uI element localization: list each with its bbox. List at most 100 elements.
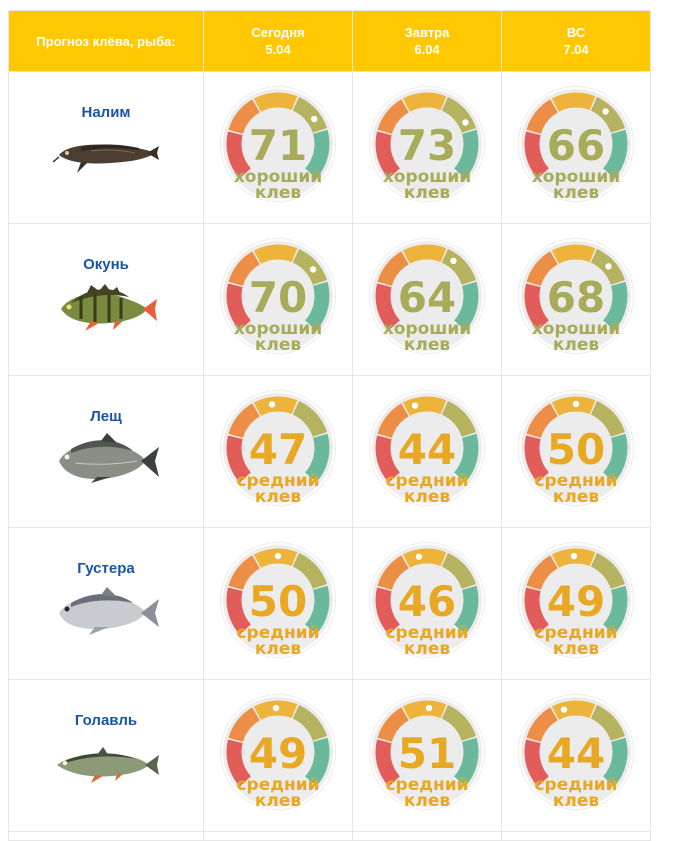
gauge-segment <box>551 700 596 720</box>
fish-name-link[interactable]: Налим <box>81 104 131 121</box>
fish-cell: Голавль <box>8 679 204 832</box>
fish-name-link[interactable]: Густера <box>77 560 135 577</box>
gauge-segment <box>602 281 628 331</box>
gauge-segment <box>375 435 401 483</box>
gauge-segment <box>226 739 252 787</box>
gauge-rim <box>221 391 335 505</box>
fish-name-link[interactable]: Лещ <box>90 408 122 425</box>
gauge-segment <box>377 555 410 591</box>
gauge-rim <box>370 543 484 657</box>
bite-gauge: 49 средний клев <box>220 694 336 811</box>
bite-score: 44 <box>398 425 456 474</box>
bite-word-label: клев <box>553 183 600 203</box>
gauge-segment <box>402 92 447 112</box>
bite-word-label: клев <box>255 639 302 659</box>
bite-score: 47 <box>249 425 307 474</box>
bite-gauge: 44 средний клев <box>518 694 634 811</box>
bite-score: 50 <box>547 425 605 474</box>
gauge-segment <box>226 587 252 635</box>
forecast-cell: 50 средний клев <box>203 527 353 680</box>
gauge-segment <box>526 707 559 743</box>
fish-name-link[interactable]: Окунь <box>83 256 129 273</box>
bite-gauge: 44 средний клев <box>369 390 485 507</box>
gauge-segment <box>441 552 476 590</box>
bite-quality-label: средний <box>385 623 468 643</box>
gauge-indicator-dot <box>602 108 609 115</box>
forecast-cell: 64 хороший клев <box>352 223 502 376</box>
bite-score: 71 <box>249 121 307 170</box>
forecast-cell: 73 хороший клев <box>352 71 502 224</box>
bite-word-label: клев <box>255 487 302 507</box>
header-fish-label: Прогноз клёва, рыба: <box>36 33 176 49</box>
gauge-segment <box>292 248 327 286</box>
gauge-indicator-dot <box>462 119 469 126</box>
day-name: Сегодня <box>251 25 305 40</box>
bite-score: 70 <box>249 273 307 322</box>
fish-name-link[interactable]: Голавль <box>74 712 138 729</box>
gauge-segment <box>602 129 628 179</box>
bream-icon <box>59 433 159 483</box>
gauge-indicator-dot <box>268 401 276 408</box>
gauge-segment <box>590 96 625 134</box>
forecast-cell: 46 средний клев <box>352 527 502 680</box>
fish-row: Густера 50 средний клев 46 средний клев … <box>8 527 651 680</box>
bite-word-label: клев <box>404 487 451 507</box>
gauge-segment <box>375 131 401 179</box>
gauge-rim <box>221 543 335 657</box>
gauge-segment <box>253 244 298 264</box>
gauge-segment <box>602 433 628 483</box>
bite-word-label: клев <box>553 487 600 507</box>
chub-icon <box>57 747 159 783</box>
gauge-indicator-dot <box>274 552 282 560</box>
day-date: 7.04 <box>563 42 589 57</box>
gauge-segment <box>292 96 327 134</box>
table-bottom-spacer <box>8 831 651 841</box>
gauge-rim <box>221 87 335 201</box>
gauge-segment <box>304 433 330 483</box>
gauge-rim <box>221 239 335 353</box>
bite-quality-label: хороший <box>234 167 322 187</box>
bite-gauge: 66 хороший клев <box>518 86 634 203</box>
gauge-rim <box>370 391 484 505</box>
bite-word-label: клев <box>255 183 302 203</box>
gauge-segment <box>226 283 252 331</box>
bite-quality-label: хороший <box>383 319 471 339</box>
white-bream-icon <box>59 587 159 635</box>
gauge-rim <box>370 695 484 809</box>
gauge-segment <box>524 587 550 635</box>
gauge-segment <box>526 99 559 135</box>
gauge-segment <box>228 707 261 743</box>
gauge-segment <box>304 281 330 331</box>
gauge-rim <box>221 695 335 809</box>
gauge-indicator-dot <box>450 257 457 265</box>
gauge-segment <box>292 400 327 438</box>
gauge-segment <box>551 244 596 264</box>
gauge-segment <box>441 704 476 742</box>
forecast-cell: 68 хороший клев <box>501 223 651 376</box>
gauge-segment <box>228 99 261 135</box>
gauge-segment <box>377 99 410 135</box>
forecast-cell: 44 средний клев <box>501 679 651 832</box>
gauge-indicator-dot <box>425 704 433 712</box>
gauge-segment <box>292 552 327 590</box>
gauge-segment <box>226 131 252 179</box>
gauge-segment <box>226 435 252 483</box>
gauge-segment <box>524 283 550 331</box>
fish-row: Лещ 47 средний клев 44 средний клев 50 с… <box>8 375 651 528</box>
header-fish-column: Прогноз клёва, рыба: <box>8 10 204 72</box>
fish-row: Голавль 49 средний клев 51 средний клев … <box>8 679 651 832</box>
gauge-segment <box>441 248 476 286</box>
gauge-segment <box>602 585 628 635</box>
gauge-segment <box>402 396 447 416</box>
bite-quality-label: средний <box>236 471 319 491</box>
gauge-segment <box>441 400 476 438</box>
day-date: 6.04 <box>414 42 440 57</box>
bite-word-label: клев <box>255 791 302 811</box>
gauge-segment <box>453 129 479 179</box>
gauge-indicator-dot <box>572 400 580 408</box>
gauge-segment <box>524 435 550 483</box>
bite-quality-label: средний <box>385 471 468 491</box>
forecast-cell: 50 средний клев <box>501 375 651 528</box>
header-row: Прогноз клёва, рыба: Сегодня 5.04 Завтра 6… <box>8 10 651 72</box>
bite-quality-label: средний <box>385 775 468 795</box>
